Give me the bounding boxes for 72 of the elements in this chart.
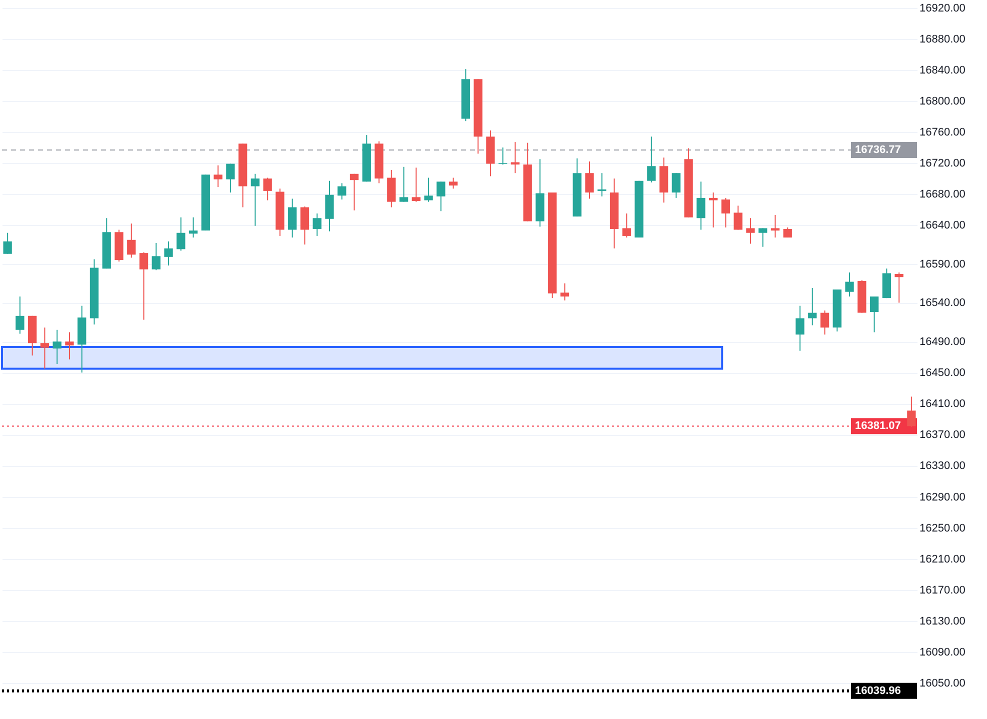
candlestick: [338, 182, 346, 200]
candlestick: [214, 164, 222, 188]
candlestick: [746, 218, 755, 244]
ref-line-label: 16736.77: [855, 144, 901, 156]
candlestick: [350, 173, 359, 211]
candlestick: [672, 172, 681, 198]
candlestick: [412, 167, 420, 202]
candlestick: [560, 282, 570, 301]
y-tick-label: 16720.00: [920, 158, 966, 170]
ref-line-label: 16381.07: [855, 420, 901, 432]
candlestick: [139, 252, 148, 320]
candlestick: [226, 163, 235, 193]
candlestick: [708, 192, 718, 228]
candlestick: [770, 214, 780, 238]
y-tick-label: 16170.00: [920, 584, 966, 596]
candlestick: [300, 206, 310, 246]
candlestick: [894, 272, 904, 304]
y-tick-label: 16370.00: [920, 429, 966, 442]
candlestick: [808, 287, 817, 326]
candlestick: [176, 216, 186, 252]
y-tick-label: 16590.00: [920, 258, 966, 270]
candlestick: [622, 212, 631, 238]
candlestick: [312, 212, 322, 236]
candlestick: [127, 223, 136, 258]
candlestick: [647, 136, 656, 183]
candlestick: [448, 177, 458, 190]
y-tick-label: 16290.00: [920, 491, 966, 504]
candlestick: [721, 197, 730, 228]
y-tick-label: 16920.00: [920, 2, 966, 14]
candlestick: [870, 296, 879, 333]
candlestick: [498, 146, 508, 166]
candlestick: [598, 172, 606, 197]
candlestick: [52, 329, 62, 365]
y-tick-label: 16050.00: [920, 678, 966, 690]
candlestick: [188, 216, 198, 238]
candlestick: [758, 228, 768, 248]
y-tick-label: 16800.00: [920, 95, 966, 108]
candlestick: [424, 177, 433, 202]
y-tick-label: 16250.00: [920, 522, 966, 534]
y-tick-label: 16090.00: [920, 646, 966, 659]
candlestick: [3, 232, 12, 254]
y-tick-label: 16680.00: [920, 188, 966, 201]
candlestick: [40, 327, 50, 370]
ref-line-label: 16039.96: [855, 684, 901, 697]
candlestick: [152, 242, 160, 271]
candlestick: [510, 142, 520, 174]
candlestick: [796, 305, 804, 352]
y-tick-label: 16210.00: [920, 553, 966, 566]
candlestick: [263, 177, 272, 201]
candlestick: [288, 198, 297, 238]
y-tick-label: 16880.00: [920, 33, 966, 46]
candlestick: [164, 240, 173, 266]
y-tick-label: 16640.00: [920, 220, 966, 232]
candlestick: [820, 310, 830, 336]
candlestick: [399, 166, 408, 202]
y-tick-label: 16840.00: [920, 64, 966, 76]
candlestick: [16, 296, 24, 334]
y-tick-label: 16760.00: [920, 126, 966, 138]
candlestick: [845, 272, 854, 298]
y-tick-label: 16540.00: [920, 297, 966, 310]
candlestick: [734, 205, 742, 230]
y-tick-label: 16410.00: [920, 398, 966, 410]
y-tick-label: 16450.00: [920, 367, 966, 380]
candlestick: [907, 396, 916, 428]
y-tick-label: 16490.00: [920, 336, 966, 348]
candlestick: [436, 181, 446, 212]
y-tick-label: 16130.00: [920, 615, 966, 628]
candlestick: [250, 173, 260, 226]
candlestick: [65, 332, 74, 360]
candlestick: [585, 160, 594, 200]
candlestick: [696, 181, 706, 230]
y-tick-label: 16330.00: [920, 460, 966, 472]
